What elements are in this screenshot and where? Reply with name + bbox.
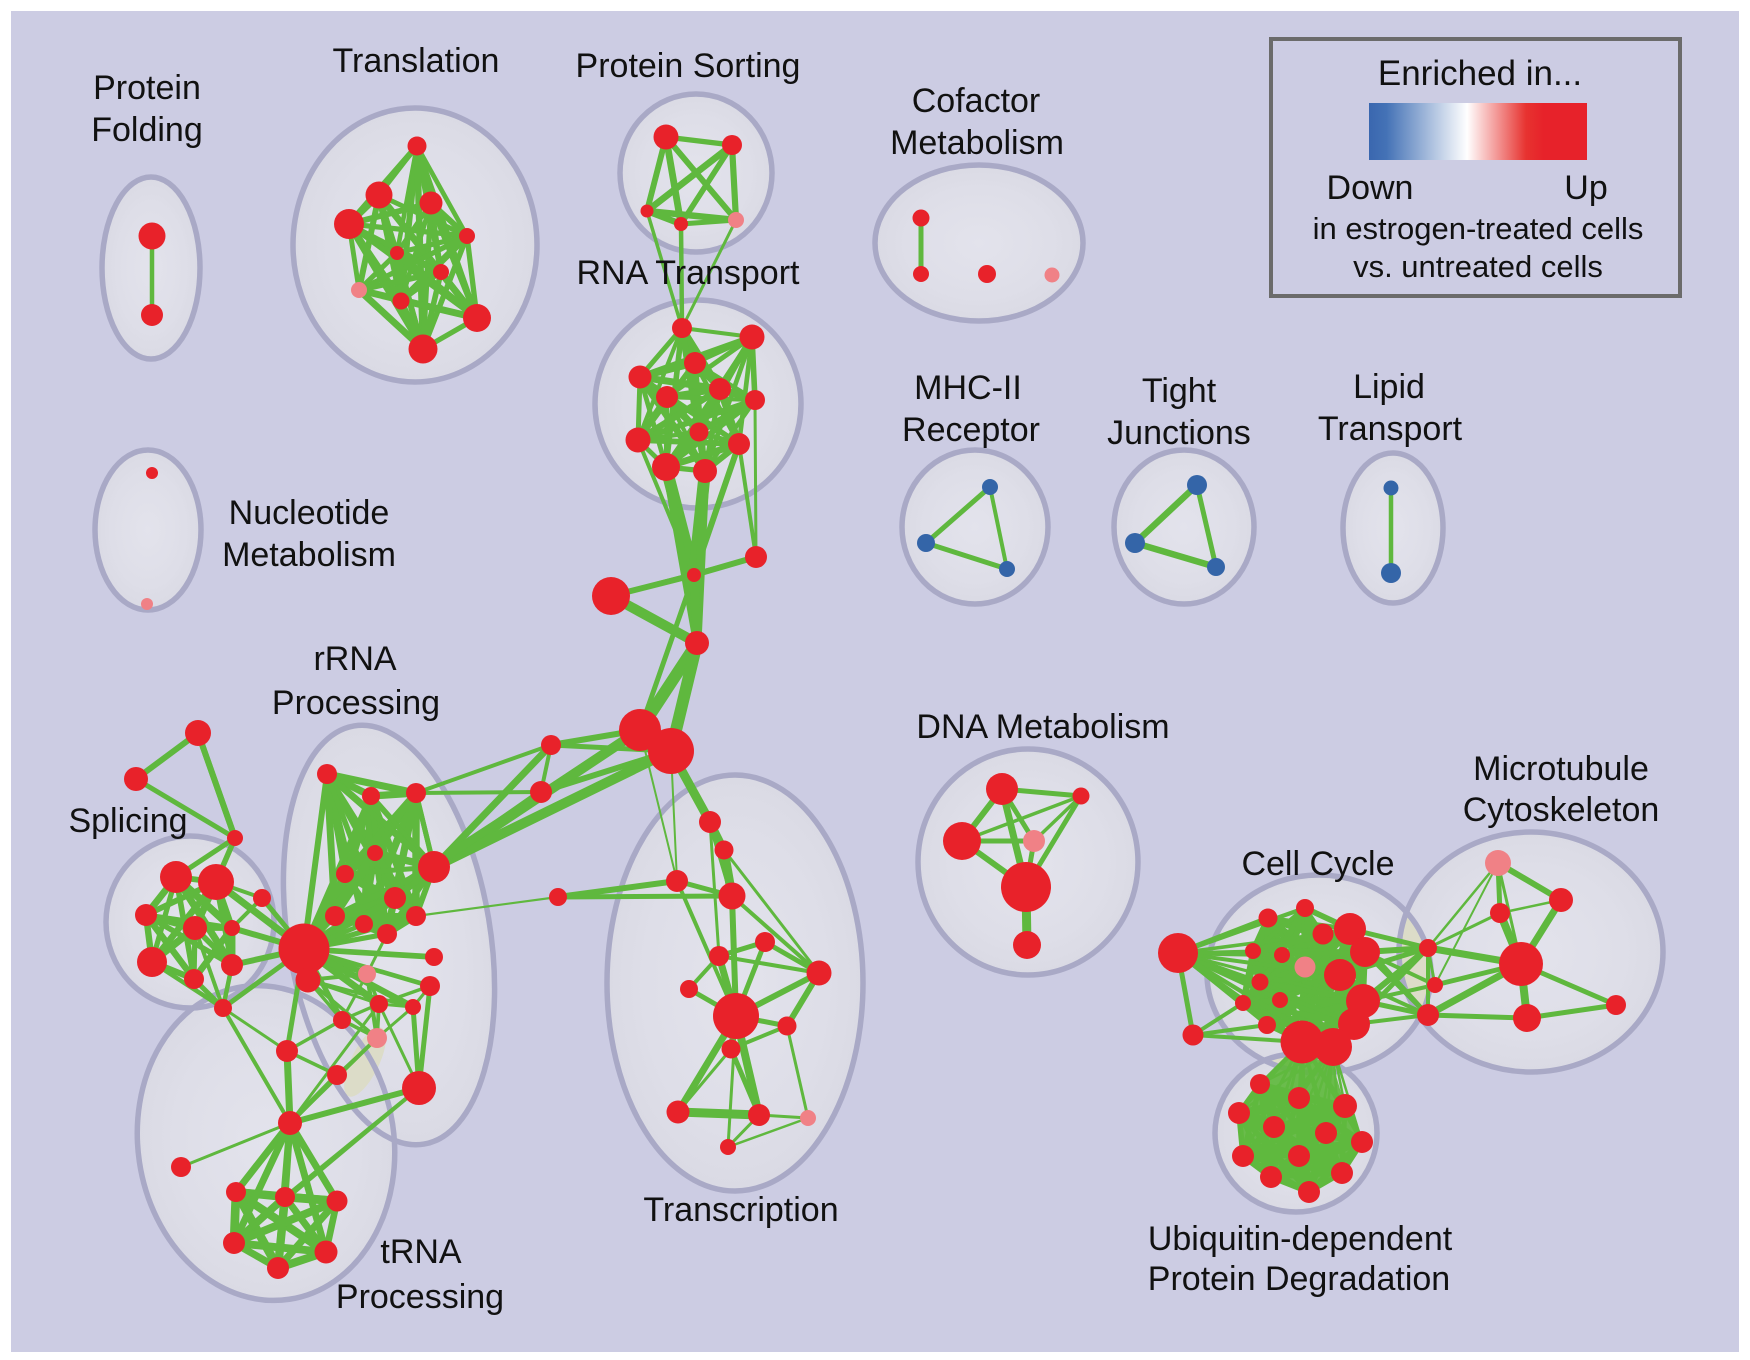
svg-text:RNA Transport: RNA Transport [577, 254, 801, 292]
svg-text:Transcription: Transcription [643, 1191, 838, 1229]
svg-text:Transport: Transport [1318, 410, 1463, 448]
svg-text:Cytoskeleton: Cytoskeleton [1463, 791, 1660, 829]
svg-text:Metabolism: Metabolism [890, 124, 1064, 162]
svg-text:Cofactor: Cofactor [912, 82, 1041, 120]
svg-text:tRNA: tRNA [380, 1233, 462, 1271]
svg-text:vs. untreated cells: vs. untreated cells [1353, 249, 1603, 284]
svg-text:Protein Degradation: Protein Degradation [1148, 1260, 1450, 1298]
svg-text:DNA Metabolism: DNA Metabolism [916, 708, 1169, 746]
svg-text:Processing: Processing [272, 684, 440, 722]
svg-text:Folding: Folding [91, 111, 203, 149]
svg-text:MHC-II: MHC-II [914, 369, 1022, 407]
svg-text:rRNA: rRNA [313, 640, 396, 678]
svg-text:Protein: Protein [93, 69, 201, 107]
svg-text:Protein Sorting: Protein Sorting [576, 47, 801, 85]
svg-text:Microtubule: Microtubule [1473, 750, 1649, 788]
svg-text:Enriched in...: Enriched in... [1378, 54, 1582, 93]
svg-text:Down: Down [1327, 169, 1414, 207]
svg-text:Translation: Translation [333, 42, 500, 80]
svg-text:Up: Up [1564, 169, 1607, 207]
svg-text:Nucleotide: Nucleotide [229, 494, 390, 532]
svg-text:Metabolism: Metabolism [222, 536, 396, 574]
svg-text:in estrogen-treated cells: in estrogen-treated cells [1313, 211, 1644, 246]
svg-text:Receptor: Receptor [902, 411, 1040, 449]
svg-text:Junctions: Junctions [1107, 414, 1251, 452]
svg-text:Lipid: Lipid [1353, 368, 1425, 406]
svg-text:Splicing: Splicing [68, 802, 187, 840]
svg-text:Tight: Tight [1142, 372, 1217, 410]
svg-text:Cell Cycle: Cell Cycle [1241, 845, 1394, 883]
svg-text:Processing: Processing [336, 1278, 504, 1316]
svg-text:Ubiquitin-dependent: Ubiquitin-dependent [1148, 1220, 1453, 1258]
